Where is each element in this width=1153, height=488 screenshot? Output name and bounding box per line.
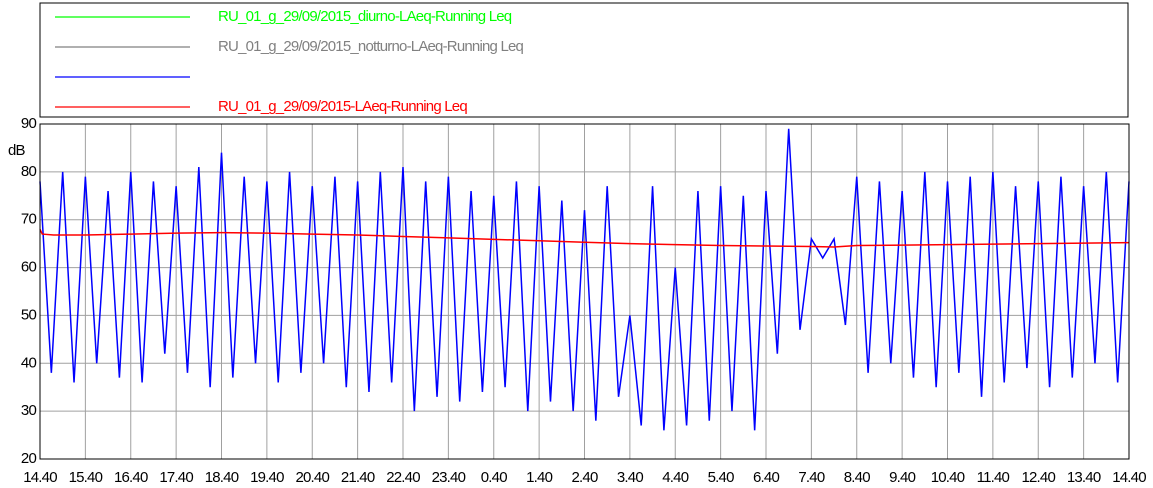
x-tick-label: 11.40 [977,469,1010,486]
x-tick-label: 7.40 [798,469,824,486]
x-tick-label: 13.40 [1067,469,1101,486]
x-tick-label: 0.40 [481,469,507,486]
x-tick-label: 23.40 [432,469,466,486]
x-tick-label: 16.40 [114,469,148,486]
y-axis-label: dB [8,142,26,159]
legend-label: RU_01_g_29/09/2015_diurno-LAeq-Running L… [218,8,512,25]
labels: 20 30 40 50 60 70 80 90 14.40 15.40 16.40 17.40 18.4… [21,8,1147,486]
x-tick-label: 8.40 [844,469,870,486]
y-tick-label: 60 [21,259,37,276]
y-tick-label: 20 [21,450,37,467]
legend-label: RU_01_g_29/09/2015_notturno-LAeq-Running… [218,38,524,55]
x-tick-label: 17.40 [159,469,193,486]
grid [39,123,1130,460]
x-tick-label: 19.40 [250,469,284,486]
x-tick-label: 5.40 [708,469,734,486]
legend-box [39,2,1129,118]
plot [39,128,1130,431]
y-tick-label: 80 [21,163,37,180]
series-line [39,228,1130,248]
x-tick-label: 3.40 [617,469,643,486]
y-tick-label: 50 [21,306,37,323]
x-tick-label: 14.40 [1112,469,1146,486]
y-tick-label: 30 [21,402,37,419]
x-tick-label: 20.40 [295,469,329,486]
x-tick-label: 2.40 [572,469,598,486]
series-line [39,128,1130,431]
y-tick-label: 90 [21,115,37,132]
x-tick-label: 12.40 [1021,469,1055,486]
legend-label: RU_01_g_29/09/2015-LAeq-Running Leq [218,98,467,115]
x-tick-label: 10.40 [931,469,965,486]
x-tick-label: 9.40 [889,469,915,486]
x-tick-label: 18.40 [205,469,239,486]
y-tick-label: 70 [21,211,37,228]
x-tick-label: 4.40 [662,469,688,486]
x-tick-label: 15.40 [69,469,103,486]
x-tick-label: 14.40 [23,469,57,486]
y-tick-label: 40 [21,354,37,371]
x-tick-label: 1.40 [526,469,552,486]
x-tick-label: 6.40 [753,469,779,486]
x-tick-label: 21.40 [341,469,375,486]
x-tick-label: 22.40 [386,469,420,486]
plot-border [39,123,1130,460]
